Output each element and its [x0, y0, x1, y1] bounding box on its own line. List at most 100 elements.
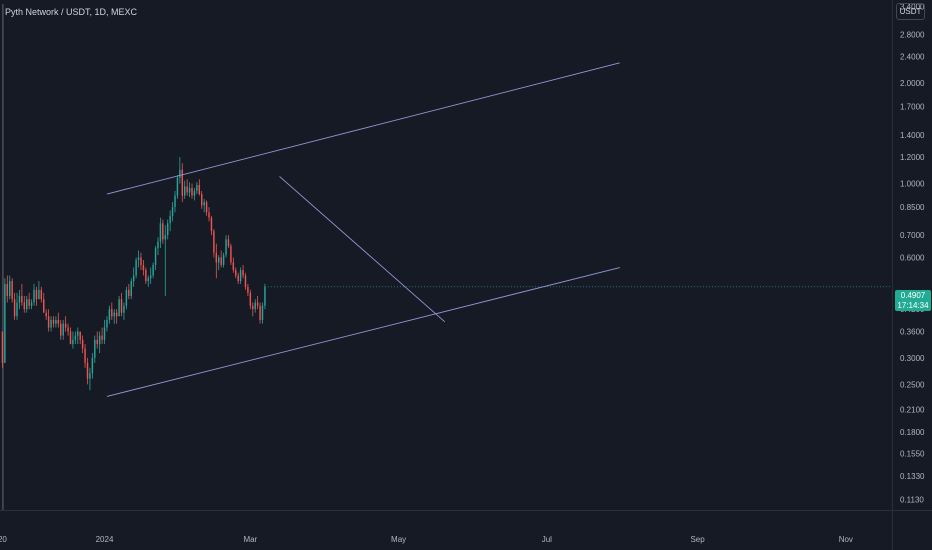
candle-body: [84, 348, 86, 363]
candle-body: [213, 231, 215, 253]
candle-body: [98, 335, 101, 345]
candle-body: [60, 323, 62, 336]
candle-body: [47, 316, 50, 328]
candle-body: [11, 281, 13, 300]
candle-body: [62, 323, 64, 336]
price-tick-label: 0.7000: [900, 231, 925, 240]
time-tick-label: 2024: [96, 535, 114, 544]
candle-body: [135, 259, 137, 276]
candle-body: [191, 187, 193, 196]
candle-body: [247, 286, 249, 293]
time-tick-label: May: [391, 535, 406, 544]
price-tick-label: 0.6000: [900, 254, 925, 263]
candle-body: [81, 339, 84, 349]
candle-body: [237, 275, 239, 282]
candle-body: [123, 305, 125, 313]
candle-body: [227, 239, 230, 246]
candle-body: [45, 312, 47, 317]
candle-body: [94, 339, 96, 358]
candle-body: [205, 202, 208, 213]
candle-body: [33, 289, 35, 303]
candle-body: [40, 289, 43, 300]
candle-body: [249, 292, 252, 306]
price-tick-label: 1.0000: [900, 180, 925, 189]
candle-body: [239, 270, 242, 282]
upper-channel-trendline: [106, 62, 620, 195]
candle-body: [201, 194, 203, 206]
candle-body: [108, 309, 111, 320]
candle-body: [140, 257, 142, 265]
candle-body: [106, 319, 108, 328]
candle-body: [69, 331, 72, 345]
candle-body: [193, 190, 196, 196]
candle-body: [232, 262, 235, 271]
candle-body: [220, 257, 222, 265]
candle-body: [26, 299, 28, 310]
candle-body: [261, 305, 264, 320]
price-tick-label: 0.1800: [900, 428, 925, 437]
candle-body: [137, 257, 140, 260]
candle-body: [186, 186, 188, 193]
candle-body: [181, 169, 184, 196]
price-tick-label: 0.3000: [900, 354, 925, 363]
candle-body: [215, 252, 218, 263]
price-tick-label: 3.4000: [900, 2, 925, 11]
candle-body: [28, 299, 30, 306]
time-tick-label: Mar: [243, 535, 257, 544]
price-tick-label: 1.4000: [900, 131, 925, 140]
candle-body: [79, 331, 81, 340]
candle-body: [23, 302, 26, 310]
price-tick-label: 2.0000: [900, 79, 925, 88]
candle-body: [130, 281, 132, 297]
time-tick-label: Sep: [690, 535, 705, 544]
time-tick-label: 20: [0, 535, 7, 544]
candle-body: [113, 312, 115, 317]
candle-body: [198, 184, 201, 195]
candle-body: [120, 299, 123, 313]
candle-body: [74, 335, 77, 340]
candle-body: [142, 264, 145, 271]
candle-body: [174, 195, 176, 208]
candle-body: [230, 245, 232, 263]
candle-body: [149, 275, 152, 279]
candle-body: [91, 357, 94, 374]
candle-body: [13, 299, 16, 317]
price-tick-label: 0.1550: [900, 450, 925, 459]
candle-body: [169, 215, 171, 224]
candle-body: [115, 312, 118, 317]
price-tick-label: 0.8500: [900, 203, 925, 212]
last-price-tag: 0.4907 17:14:34: [895, 290, 931, 311]
bar-countdown: 17:14:34: [897, 301, 929, 310]
candle-body: [128, 289, 130, 297]
candle-body: [101, 335, 103, 340]
candle-body: [89, 373, 91, 379]
candle-body: [30, 302, 33, 306]
candle-body: [235, 270, 237, 276]
price-tick-label: 1.2000: [900, 153, 925, 162]
candle-body: [225, 239, 227, 256]
candle-body: [188, 187, 191, 193]
candle-body: [18, 296, 21, 303]
candle-body: [259, 305, 261, 320]
candle-body: [111, 309, 113, 317]
candle-body: [50, 319, 52, 328]
currency-button[interactable]: USDT: [896, 3, 925, 20]
candle-body: [96, 339, 98, 345]
candle-body: [244, 275, 247, 287]
candle-body: [6, 283, 9, 297]
candle-body: [256, 302, 259, 306]
last-price-value: 0.4907: [900, 291, 926, 300]
candle-body: [52, 319, 55, 324]
candle-body: [8, 281, 11, 297]
price-tick-label: 0.2500: [900, 380, 925, 389]
candle-body: [183, 186, 186, 196]
candle-body: [43, 299, 45, 313]
candle-body: [164, 235, 167, 240]
price-tick-label: 2.4000: [900, 53, 925, 62]
price-tick-label: 0.1330: [900, 472, 925, 481]
candle-body: [179, 169, 181, 178]
candle-body: [252, 305, 254, 310]
candle-body: [77, 331, 79, 336]
candle-body: [203, 202, 205, 206]
